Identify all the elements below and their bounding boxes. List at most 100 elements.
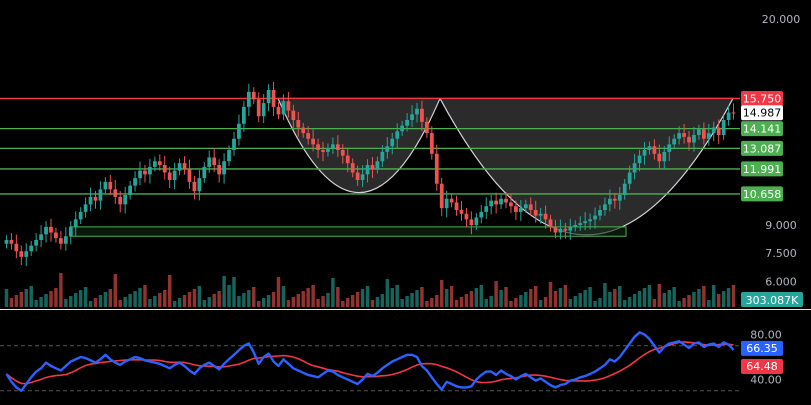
candle-body	[380, 151, 385, 162]
level-support-4-tag[interactable]	[741, 186, 783, 202]
volume-bar	[642, 288, 647, 307]
candle-body	[177, 163, 182, 171]
volume-bar	[731, 285, 736, 307]
candle-body	[202, 166, 207, 179]
volume-bar	[370, 300, 375, 307]
candle-body	[420, 108, 424, 122]
volume-bar	[78, 290, 83, 307]
candle-body	[469, 219, 474, 225]
volume-bar	[286, 300, 291, 307]
candle-body	[340, 150, 345, 156]
candle-body	[444, 198, 449, 209]
rsi-ma-tag[interactable]	[741, 358, 783, 374]
volume-bar	[73, 293, 78, 307]
rsi-tick-label: 40.00	[750, 374, 782, 387]
candle-body	[128, 185, 133, 195]
candle-body	[331, 144, 335, 149]
candle-body	[182, 163, 187, 169]
volume-bar	[459, 297, 464, 307]
candle-body	[716, 127, 721, 135]
volume-bar	[657, 284, 662, 307]
volume-bar	[167, 275, 172, 307]
candle-body	[9, 240, 14, 244]
volume-bar	[14, 295, 19, 307]
candle-body	[632, 163, 637, 173]
candle-body	[281, 101, 286, 115]
volume-bar	[19, 292, 24, 307]
volume-bar	[133, 291, 137, 307]
candle-body	[533, 210, 538, 216]
candle-body	[44, 226, 48, 235]
volume-bar	[627, 297, 632, 307]
candle-body	[360, 174, 365, 180]
volume-bar	[405, 296, 409, 307]
price-tick-label: 9.000	[765, 219, 797, 232]
volume-tag[interactable]	[741, 292, 803, 307]
volume-bar	[365, 286, 370, 307]
volume-bar	[256, 301, 261, 307]
volume-bar	[227, 285, 231, 307]
level-resistance-tag[interactable]	[741, 90, 783, 106]
candle-body	[88, 196, 93, 205]
volume-bar	[93, 298, 98, 307]
volume-bar	[702, 286, 706, 307]
rsi-ma-label: 64.48	[746, 360, 778, 373]
volume-bar	[29, 286, 33, 307]
candle-body	[622, 183, 627, 195]
candle-body	[291, 110, 296, 120]
candle-body	[578, 223, 583, 225]
volume-bar	[593, 301, 597, 307]
volume-bar	[172, 301, 177, 307]
volume-bar	[632, 294, 637, 307]
volume-bar	[435, 295, 439, 307]
volume-bar	[430, 298, 434, 307]
volume-bar	[548, 282, 553, 307]
volume-bar	[252, 287, 256, 307]
volume-bar	[143, 285, 147, 307]
volume-bar	[598, 298, 602, 307]
candle-body	[143, 170, 147, 175]
level-support-3-tag[interactable]	[741, 161, 783, 177]
volume-bar	[524, 292, 528, 307]
last-price-tag[interactable]	[741, 105, 783, 121]
level-support-1-tag[interactable]	[741, 121, 783, 137]
volume-bar	[247, 290, 251, 307]
volume-bar	[331, 278, 335, 307]
volume-bar	[647, 285, 652, 307]
volume-bar	[519, 295, 523, 307]
candle-body	[652, 146, 657, 154]
candle-body	[558, 228, 563, 233]
candle-body	[697, 129, 701, 135]
volume-bar	[237, 296, 241, 307]
volume-bar	[98, 295, 103, 307]
candle-body	[588, 219, 592, 222]
candle-body	[429, 133, 434, 154]
candle-body	[701, 129, 706, 139]
volume-bar	[425, 301, 429, 307]
volume-bar	[44, 294, 48, 307]
volume-bar	[217, 291, 221, 307]
candle-body	[370, 165, 375, 169]
volume-bar	[707, 300, 711, 307]
level-support-2-tag[interactable]	[741, 140, 783, 156]
level-resistance-tag-label: 15.750	[743, 92, 782, 105]
volume-bar	[326, 293, 330, 307]
candle-body	[647, 146, 652, 150]
candle-body	[662, 151, 667, 162]
cup-right-shape	[438, 97, 735, 236]
candle-body	[256, 99, 261, 117]
candle-body	[474, 217, 479, 225]
candle-body	[68, 226, 73, 237]
candle-body	[321, 150, 325, 152]
volume-bar	[34, 300, 38, 307]
candle-body	[553, 226, 558, 233]
volume-bar	[494, 281, 498, 307]
price-tick-label: 20.000	[762, 13, 801, 26]
candle-body	[682, 133, 686, 137]
volume-bar	[578, 293, 582, 307]
volume-bar	[721, 291, 726, 307]
volume-bar	[301, 291, 305, 307]
candle-body	[504, 198, 508, 203]
rsi-value-tag[interactable]	[741, 340, 783, 356]
